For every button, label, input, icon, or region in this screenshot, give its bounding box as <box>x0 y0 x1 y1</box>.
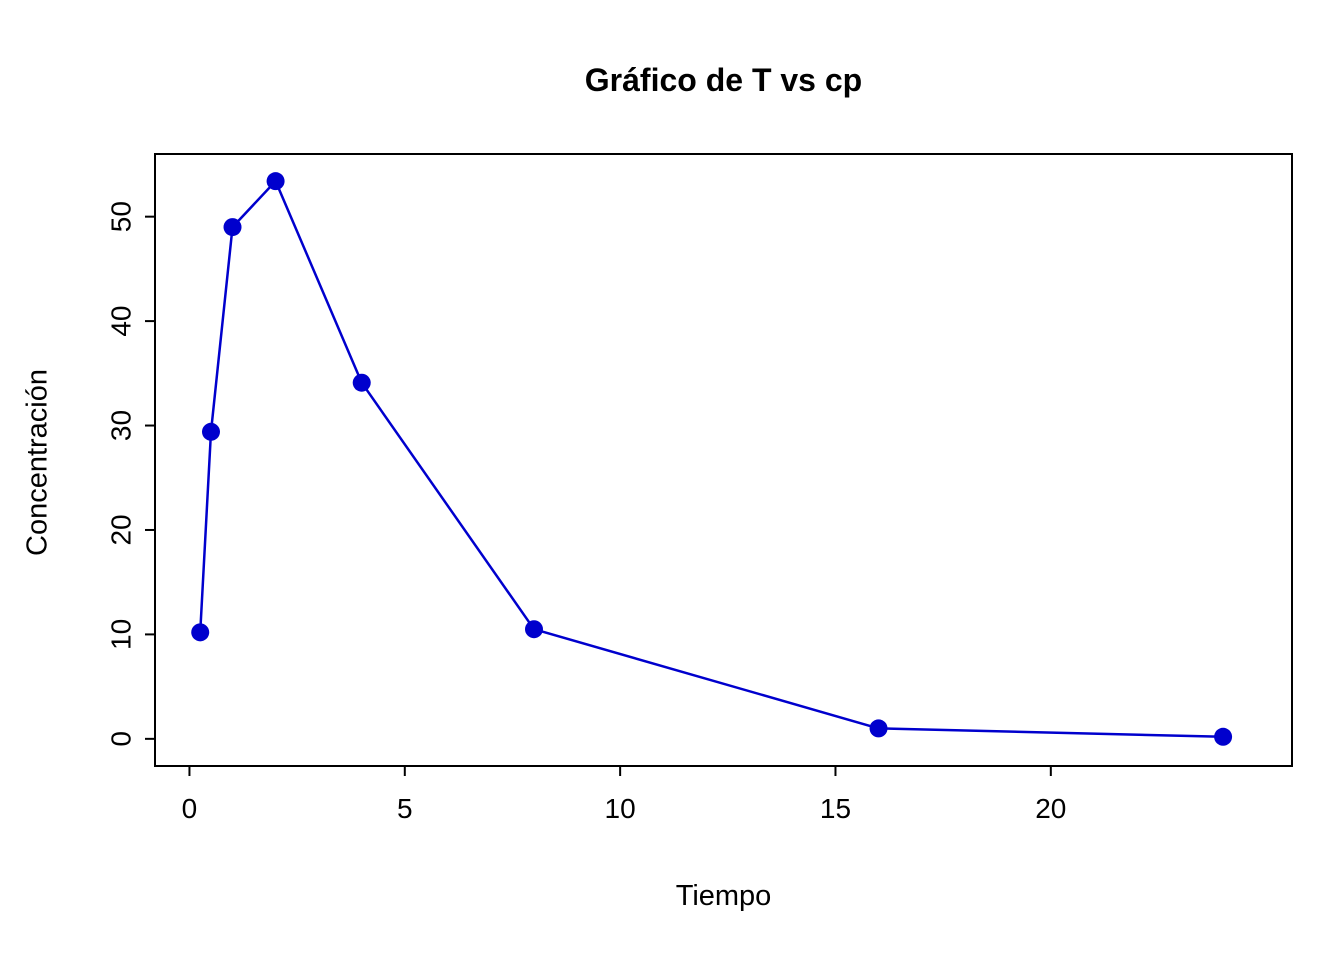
x-tick-label: 20 <box>1035 793 1066 824</box>
x-tick-label: 0 <box>182 793 198 824</box>
y-tick-label: 20 <box>106 514 137 545</box>
plot-box <box>154 153 1293 767</box>
data-point <box>525 620 543 639</box>
x-tick-label: 5 <box>397 793 413 824</box>
data-point <box>352 373 371 392</box>
data-point <box>201 422 220 441</box>
y-axis-label: Concentración <box>21 369 54 556</box>
data-point <box>266 172 285 191</box>
y-tick-label: 0 <box>106 731 137 747</box>
y-tick-label: 30 <box>106 410 137 441</box>
chart-title: Gráfico de T vs cp <box>584 62 863 98</box>
y-tick-label: 50 <box>106 201 137 232</box>
x-axis-label: Tiempo <box>675 880 772 912</box>
series-line <box>198 179 1224 739</box>
data-point <box>191 623 210 642</box>
data-point <box>869 719 888 738</box>
data-point <box>1214 727 1233 746</box>
y-tick-label: 40 <box>106 306 137 337</box>
data-point <box>223 218 242 237</box>
x-tick-label: 10 <box>605 793 636 824</box>
y-tick-label: 10 <box>106 619 137 650</box>
x-tick-label: 15 <box>820 793 851 824</box>
